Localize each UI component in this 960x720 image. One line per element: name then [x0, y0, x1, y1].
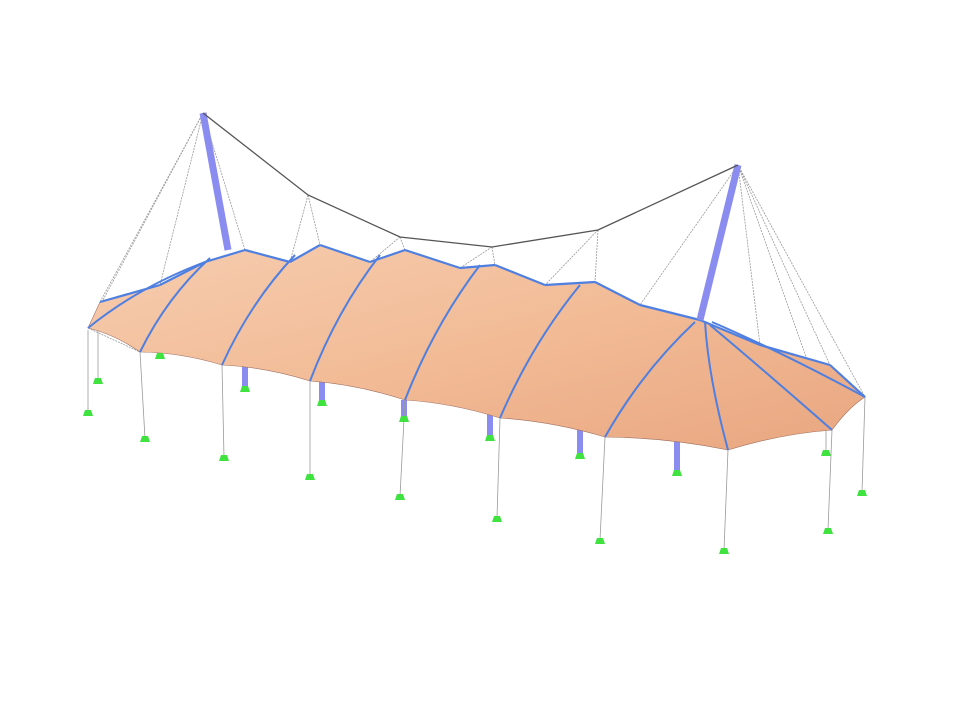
column-line	[496, 417, 501, 519]
masts	[199, 112, 742, 321]
edge-arch	[289, 244, 321, 263]
arch	[604, 321, 696, 438]
support-icon	[575, 453, 585, 459]
edge-arch	[494, 263, 546, 287]
guy-cable	[737, 164, 761, 346]
edge-arch	[319, 243, 371, 264]
support-icon	[857, 490, 867, 496]
arch	[221, 254, 296, 366]
guy-cable	[544, 229, 599, 286]
edge-arch	[544, 280, 596, 287]
support-icon	[719, 548, 729, 554]
arch	[704, 321, 729, 451]
support-icon	[821, 450, 831, 456]
guy-cable	[289, 194, 309, 263]
guy-cable	[307, 194, 321, 246]
support-icon	[155, 353, 165, 359]
arch	[139, 257, 211, 353]
edge-arch	[204, 248, 246, 264]
arches	[87, 243, 866, 451]
edge-arch	[594, 281, 641, 306]
arch	[709, 324, 833, 431]
guy-cable	[399, 236, 406, 251]
arch	[309, 254, 381, 382]
support-icon	[399, 416, 409, 422]
support-icon	[492, 516, 502, 522]
guy-cable	[737, 164, 831, 366]
edge-arch	[159, 261, 206, 286]
guy-cable	[159, 112, 204, 286]
edge-arch	[404, 248, 461, 270]
arch	[711, 321, 866, 398]
guy-cable	[459, 246, 493, 269]
edge-arch	[459, 263, 496, 270]
column-line	[221, 364, 225, 458]
column-line	[861, 396, 866, 493]
guy-cable	[491, 246, 496, 266]
support-icon	[93, 378, 103, 384]
support-icon	[395, 494, 405, 500]
column-line	[827, 429, 833, 531]
support-icon	[823, 528, 833, 534]
ridge-cable	[202, 112, 739, 248]
right-mast	[696, 164, 742, 321]
column-line	[723, 449, 729, 551]
guy-cable	[369, 236, 401, 263]
arch	[404, 264, 481, 401]
support-icon	[83, 410, 93, 416]
support-icon	[305, 474, 315, 480]
guy-cable	[87, 327, 141, 353]
support-icon	[485, 435, 495, 441]
edge-arch	[244, 248, 291, 264]
edge-arch	[639, 303, 701, 322]
membrane-surface[interactable]	[87, 244, 866, 451]
arch	[499, 284, 581, 419]
column-line	[139, 351, 146, 439]
edge-arch	[829, 364, 866, 398]
edge-arch	[99, 283, 161, 304]
support-icon	[317, 400, 327, 406]
edge-arch	[759, 343, 831, 367]
support-icon	[595, 538, 605, 544]
supports	[83, 353, 867, 554]
guy-cable	[594, 229, 599, 283]
column-line	[599, 436, 606, 541]
guy-cable	[639, 164, 739, 306]
support-icon	[240, 386, 250, 392]
edge-arch	[699, 318, 761, 347]
left-mast	[199, 112, 232, 251]
support-icon	[140, 436, 150, 442]
guy-cable	[737, 164, 866, 398]
support-icon	[219, 455, 229, 461]
support-icon	[672, 470, 682, 476]
guy-cable	[87, 112, 204, 329]
edge-arch	[369, 248, 406, 264]
